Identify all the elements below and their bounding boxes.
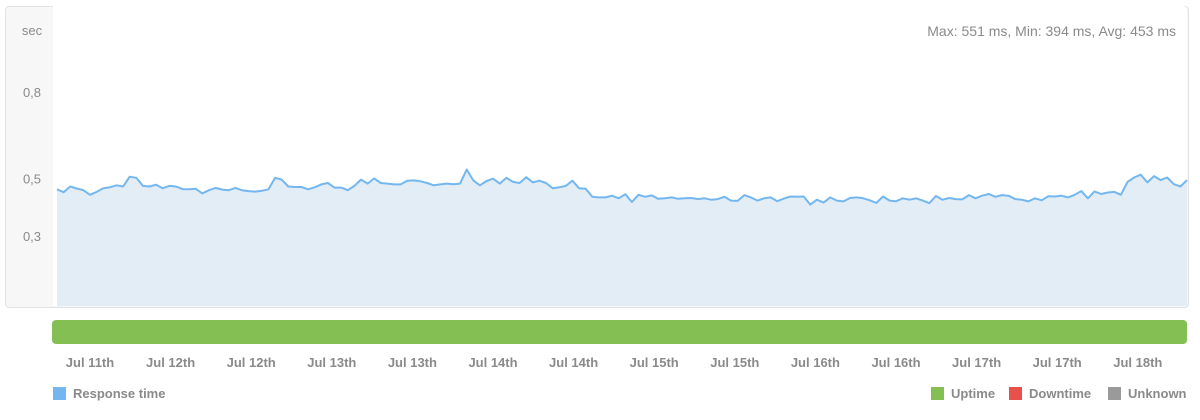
uptime-swatch-icon: [931, 386, 944, 400]
downtime-swatch-icon: [1009, 386, 1022, 400]
x-tick-label: Jul 11th: [66, 355, 114, 370]
x-tick-label: Jul 17th: [1033, 355, 1082, 370]
legend-unknown[interactable]: Unknown: [1108, 385, 1187, 401]
y-axis-label: sec: [22, 23, 43, 38]
legend-uptime-label: Uptime: [951, 385, 996, 401]
x-tick-label: Jul 13th: [307, 355, 356, 370]
response-time-line: [56, 168, 1188, 206]
legend-uptime[interactable]: Uptime: [931, 385, 995, 401]
x-tick-label: Jul 15th: [630, 355, 679, 370]
response-time-area: [57, 169, 1187, 306]
y-tick-label: 0,8: [23, 85, 41, 100]
legend-response-time[interactable]: Response time: [53, 385, 165, 401]
x-tick-label: Jul 18th: [1113, 355, 1162, 370]
x-tick-label: Jul 12th: [227, 355, 276, 370]
legend-downtime-label: Downtime: [1029, 385, 1092, 401]
x-tick-label: Jul 12th: [146, 355, 195, 370]
x-tick-label: Jul 13th: [388, 355, 437, 370]
y-tick-label: 0,3: [23, 229, 41, 244]
x-tick-label: Jul 15th: [710, 355, 759, 370]
x-tick-label: Jul 16th: [791, 355, 840, 370]
x-tick-label: Jul 14th: [468, 355, 517, 370]
x-tick-label: Jul 16th: [871, 355, 920, 370]
y-tick-label: 0,5: [23, 171, 41, 186]
uptime-status-bar[interactable]: [52, 320, 1187, 344]
response-time-swatch-icon: [53, 386, 66, 400]
legend-downtime[interactable]: Downtime: [1009, 385, 1091, 401]
legend-unknown-label: Unknown: [1128, 385, 1187, 401]
unknown-swatch-icon: [1108, 386, 1121, 400]
response-time-summary: Max: 551 ms, Min: 394 ms, Avg: 453 ms: [927, 23, 1176, 39]
legend-response-time-label: Response time: [73, 385, 166, 401]
x-tick-label: Jul 17th: [952, 355, 1001, 370]
x-tick-label: Jul 14th: [549, 355, 598, 370]
